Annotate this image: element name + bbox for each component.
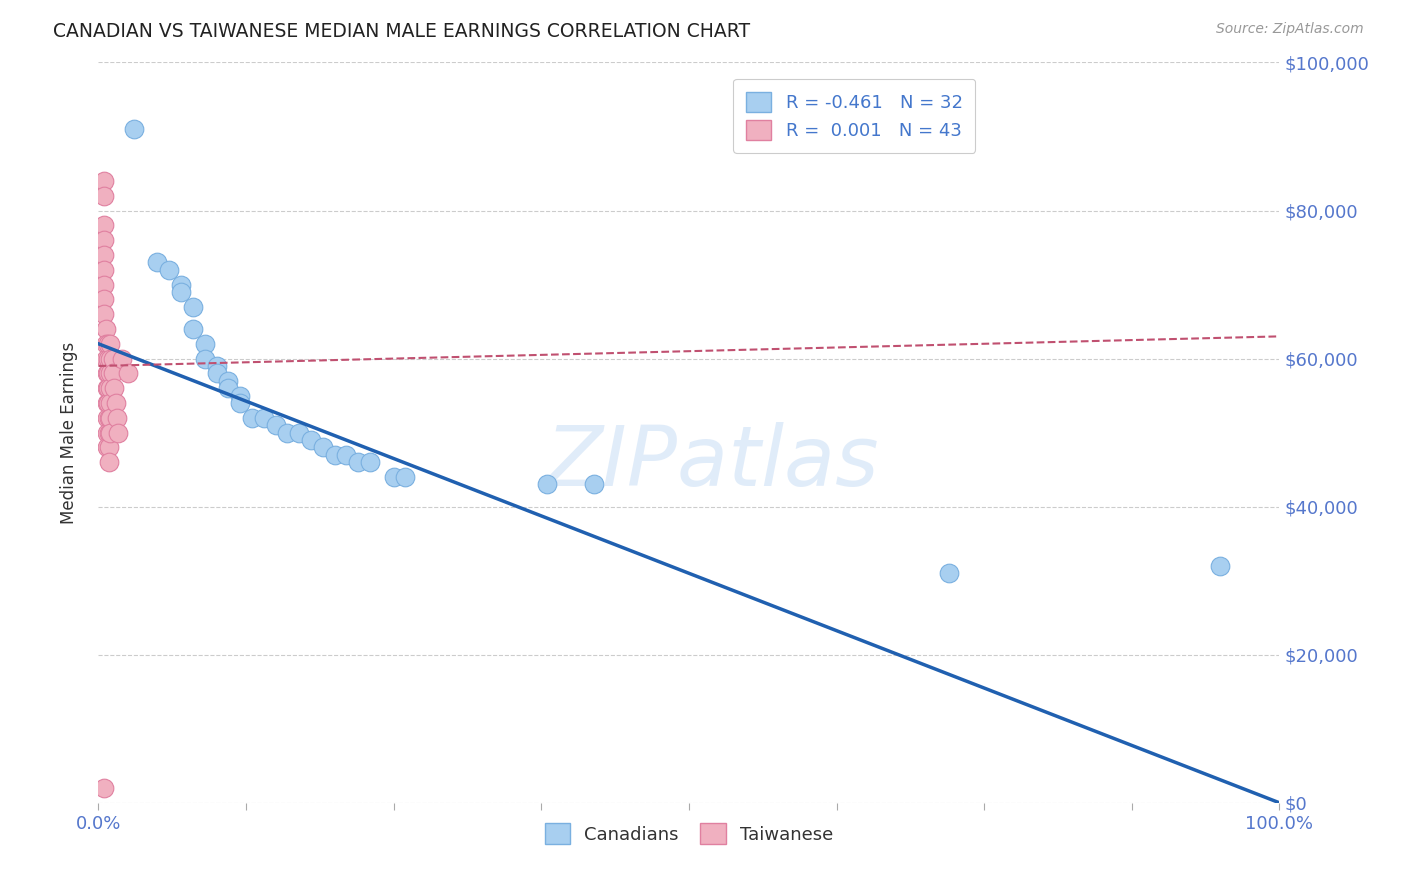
Point [98, 455, 121, 469]
Point [96, 441, 118, 455]
Point [299, 433, 322, 447]
Point [93, 307, 115, 321]
Point [107, 425, 129, 440]
Point [96, 381, 118, 395]
Point [98, 441, 121, 455]
Point [205, 367, 228, 381]
Point [94, 336, 117, 351]
Point [93, 233, 115, 247]
Point [146, 255, 169, 269]
Text: Source: ZipAtlas.com: Source: ZipAtlas.com [1216, 22, 1364, 37]
Point [229, 388, 252, 402]
Point [94, 322, 117, 336]
Point [98, 367, 121, 381]
Point [98, 351, 121, 366]
Point [217, 381, 239, 395]
Point [335, 448, 357, 462]
Point [111, 351, 134, 366]
Point [938, 566, 960, 581]
Point [98, 410, 121, 425]
Point [97, 381, 120, 395]
Point [170, 277, 193, 292]
Point [583, 477, 606, 491]
Point [323, 448, 346, 462]
Point [98, 410, 121, 425]
Point [288, 425, 311, 440]
Point [264, 418, 287, 433]
Point [394, 470, 416, 484]
Point [312, 441, 335, 455]
Point [96, 410, 118, 425]
Point [359, 455, 381, 469]
Text: CANADIAN VS TAIWANESE MEDIAN MALE EARNINGS CORRELATION CHART: CANADIAN VS TAIWANESE MEDIAN MALE EARNIN… [53, 22, 751, 41]
Point [117, 367, 139, 381]
Point [98, 425, 121, 440]
Point [253, 410, 276, 425]
Point [1209, 558, 1232, 573]
Point [93, 277, 115, 292]
Legend: Canadians, Taiwanese: Canadians, Taiwanese [536, 814, 842, 853]
Point [194, 351, 217, 366]
Point [98, 425, 121, 440]
Point [122, 122, 145, 136]
Point [181, 322, 204, 336]
Point [101, 367, 124, 381]
Point [103, 381, 125, 395]
Point [217, 374, 239, 388]
Point [93, 780, 115, 795]
Point [97, 367, 120, 381]
Point [181, 300, 204, 314]
Point [97, 351, 120, 366]
Point [170, 285, 193, 299]
Point [205, 359, 228, 373]
Point [229, 396, 252, 410]
Point [98, 336, 121, 351]
Point [94, 351, 117, 366]
Point [93, 248, 115, 262]
Point [536, 477, 558, 491]
Point [105, 396, 128, 410]
Point [98, 396, 121, 410]
Point [97, 336, 120, 351]
Point [93, 219, 115, 233]
Point [382, 470, 405, 484]
Point [105, 410, 128, 425]
Point [93, 188, 115, 202]
Point [96, 367, 118, 381]
Point [96, 396, 118, 410]
Point [98, 381, 121, 395]
Point [93, 293, 115, 307]
Text: ZIPatlas: ZIPatlas [546, 422, 879, 503]
Point [93, 174, 115, 188]
Y-axis label: Median Male Earnings: Median Male Earnings [59, 342, 77, 524]
Point [347, 455, 370, 469]
Point [240, 410, 263, 425]
Point [97, 396, 120, 410]
Point [194, 336, 217, 351]
Point [96, 425, 118, 440]
Point [93, 262, 115, 277]
Point [101, 351, 124, 366]
Point [157, 262, 180, 277]
Point [276, 425, 298, 440]
